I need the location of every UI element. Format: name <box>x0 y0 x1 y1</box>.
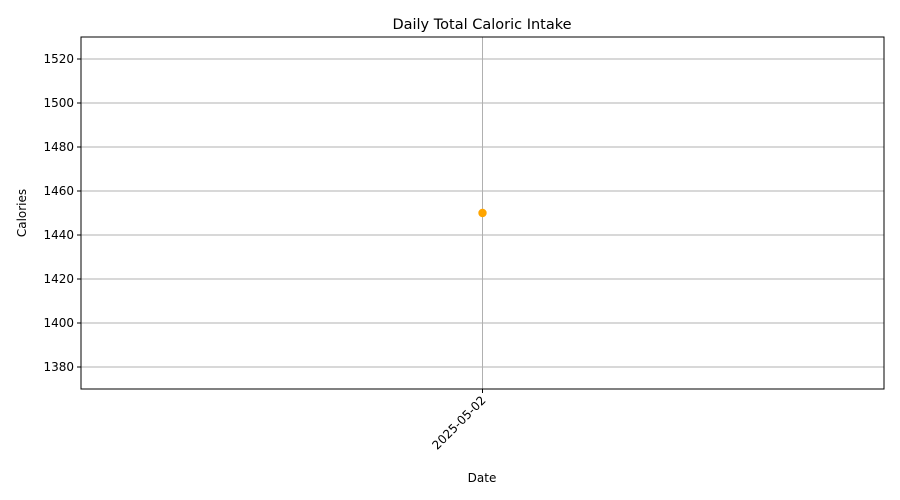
series-layer <box>478 208 487 218</box>
plot-frame <box>80 36 885 390</box>
chart-title: Daily Total Caloric Intake <box>392 17 571 33</box>
y-tick-label: 1440 <box>43 228 74 242</box>
x-axis-label: Date <box>468 471 497 485</box>
y-tick-label: 1380 <box>43 360 74 374</box>
y-tick-label: 1480 <box>43 140 74 154</box>
y-tick-label: 1400 <box>43 316 74 330</box>
data-point <box>478 208 487 218</box>
y-tick-label: 1460 <box>43 184 74 198</box>
y-tick-label: 1520 <box>43 52 74 66</box>
y-tick-label: 1500 <box>43 96 74 110</box>
grid-lines <box>81 37 884 389</box>
y-tick-label: 1420 <box>43 272 74 286</box>
plot-area: 138014001420144014601480150015202025-05-… <box>43 36 885 452</box>
y-axis-label: Calories <box>15 189 29 237</box>
